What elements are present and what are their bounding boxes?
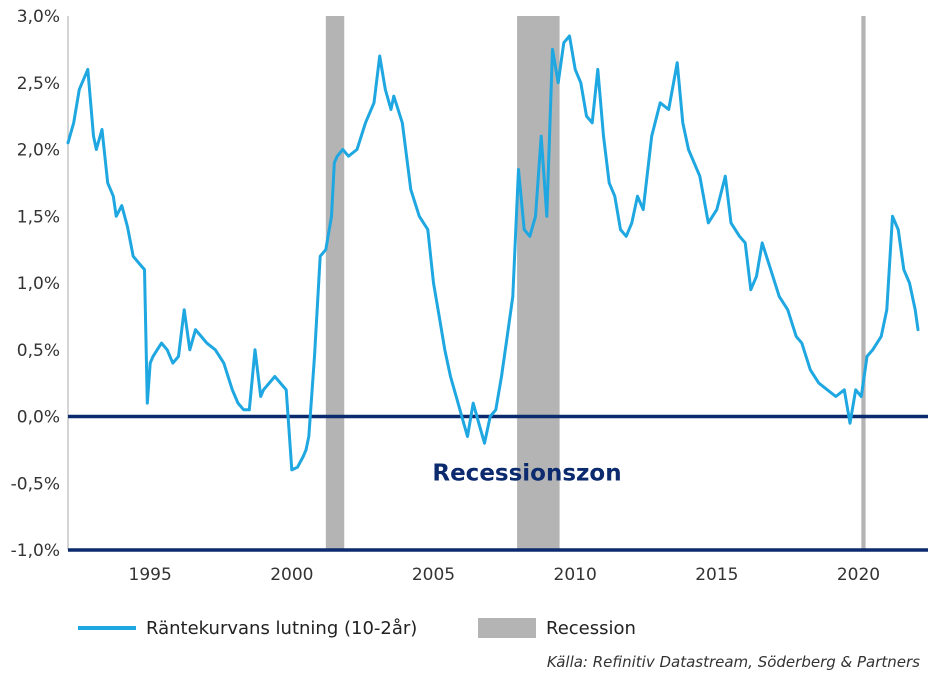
- recession-zone-label: Recessionszon: [432, 461, 621, 487]
- x-tick-labels: 1995 2000 2005 2010 2015 2020: [129, 565, 881, 585]
- series-lines: [66, 34, 920, 472]
- x-tick-label: 2010: [554, 565, 597, 585]
- y-tick-label: 2,5%: [17, 74, 60, 94]
- y-tick-label: 1,0%: [17, 274, 60, 294]
- x-tick-label: 2000: [270, 565, 313, 585]
- y-tick-label: -1,0%: [11, 541, 60, 561]
- y-tick-label: 1,5%: [17, 207, 60, 227]
- legend-line-label: Räntekurvans lutning (10-2år): [146, 618, 417, 639]
- legend: Räntekurvans lutning (10-2år) Recession: [78, 618, 636, 639]
- source-note: Källa: Refinitiv Datastream, Söderberg &…: [547, 653, 920, 671]
- legend-recession-label: Recession: [546, 618, 636, 639]
- reference-lines: [68, 414, 928, 552]
- x-tick-label: 2015: [695, 565, 738, 585]
- recession-band-2: [517, 16, 560, 550]
- recession-band-1: [325, 16, 345, 550]
- x-tick-label: 2020: [837, 565, 880, 585]
- y-tick-label: 0,0%: [17, 408, 60, 428]
- y-tick-label: 2,0%: [17, 141, 60, 161]
- recession-band-3: [861, 16, 866, 550]
- series-line-yield-spread: [66, 34, 920, 472]
- y-tick-labels: 3,0% 2,5% 2,0% 1,5% 1,0% 0,5% 0,0% -0,5% -1,0%: [11, 7, 60, 561]
- y-tick-label: 0,5%: [17, 341, 60, 361]
- y-tick-label: 3,0%: [17, 7, 60, 27]
- y-tick-label: -0,5%: [11, 474, 60, 494]
- x-tick-label: 2005: [412, 565, 455, 585]
- x-tick-label: 1995: [129, 565, 172, 585]
- legend-recession-swatch: [478, 618, 536, 638]
